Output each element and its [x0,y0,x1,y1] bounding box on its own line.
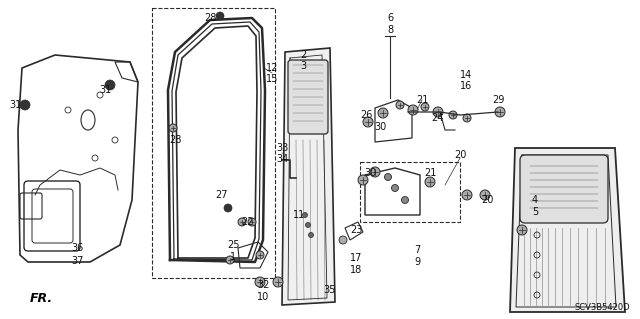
Text: 20: 20 [481,195,493,205]
Circle shape [378,108,388,118]
Circle shape [358,175,368,185]
Text: 15: 15 [266,74,278,84]
Circle shape [224,204,232,212]
Text: 25: 25 [227,240,239,250]
Polygon shape [510,148,625,312]
Text: 12: 12 [266,63,278,73]
Text: 21: 21 [416,95,428,105]
Circle shape [255,277,265,287]
Circle shape [462,190,472,200]
Text: 18: 18 [350,265,362,275]
Text: 23: 23 [350,225,362,235]
Text: 24: 24 [431,113,443,123]
Text: 20: 20 [454,150,466,160]
Circle shape [238,218,246,226]
Circle shape [385,174,392,181]
Circle shape [339,236,347,244]
Text: 10: 10 [257,292,269,302]
Circle shape [421,103,429,111]
Text: 21: 21 [424,168,436,178]
Circle shape [308,233,314,238]
Text: FR.: FR. [30,293,53,306]
Circle shape [480,190,490,200]
Text: 33: 33 [276,143,288,153]
Text: 31: 31 [99,85,111,95]
Circle shape [105,80,115,90]
Circle shape [463,114,471,122]
Text: 2: 2 [300,50,306,60]
Text: 32: 32 [257,280,269,290]
Text: 7: 7 [414,245,420,255]
Circle shape [305,222,310,227]
Text: 26: 26 [360,110,372,120]
Text: 34: 34 [276,154,288,164]
Circle shape [370,167,380,177]
Circle shape [216,12,224,20]
Text: 17: 17 [350,253,362,263]
Circle shape [495,107,505,117]
Text: 1: 1 [230,252,236,262]
Text: 35: 35 [324,285,336,295]
Text: 8: 8 [387,25,393,35]
Text: 37: 37 [71,256,83,266]
Circle shape [363,117,373,127]
Text: 29: 29 [492,95,504,105]
Circle shape [449,111,457,119]
Text: 9: 9 [414,257,420,267]
Text: 28: 28 [169,135,181,145]
Text: 30: 30 [364,168,376,178]
Circle shape [408,105,418,115]
Circle shape [169,124,177,132]
Text: 30: 30 [374,122,386,132]
Text: 22: 22 [242,217,254,227]
Text: SCV3B5420D: SCV3B5420D [574,303,630,312]
Text: 5: 5 [532,207,538,217]
Circle shape [256,251,264,259]
Circle shape [517,225,527,235]
Circle shape [303,212,307,218]
Circle shape [396,101,404,109]
Text: 31: 31 [9,100,21,110]
Circle shape [433,107,443,117]
Text: 6: 6 [387,13,393,23]
Circle shape [425,177,435,187]
FancyBboxPatch shape [520,155,608,223]
Text: 36: 36 [71,243,83,253]
Circle shape [273,277,283,287]
Circle shape [401,197,408,204]
Text: 27: 27 [215,190,227,200]
Text: 28: 28 [204,13,216,23]
Text: 4: 4 [532,195,538,205]
Text: 14: 14 [460,70,472,80]
Circle shape [226,256,234,264]
Circle shape [20,100,30,110]
Circle shape [248,218,256,226]
FancyBboxPatch shape [288,60,328,134]
Circle shape [392,184,399,191]
Polygon shape [282,48,335,305]
Text: 16: 16 [460,81,472,91]
Text: 11: 11 [293,210,305,220]
Text: 3: 3 [300,61,306,71]
